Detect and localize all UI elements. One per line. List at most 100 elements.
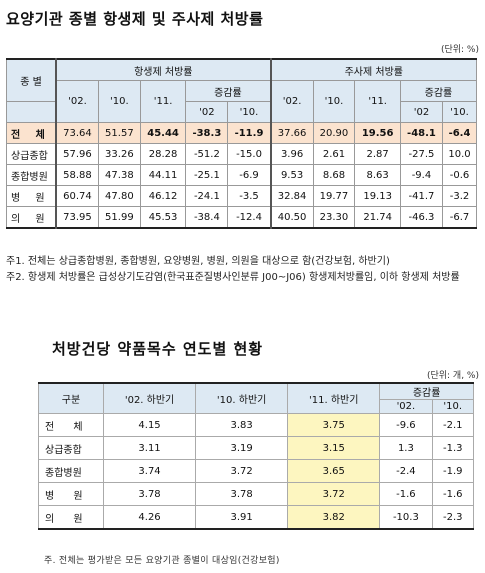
cell: 73.64 bbox=[55, 122, 99, 144]
column-header: '02. 하반기 bbox=[102, 382, 197, 414]
cell: 47.38 bbox=[97, 164, 141, 186]
cell: -24.1 bbox=[185, 185, 229, 207]
cell: 57.96 bbox=[55, 143, 99, 165]
cell: 40.50 bbox=[270, 206, 314, 229]
cell: 3.78 bbox=[195, 482, 289, 506]
column-header: '11. 하반기 bbox=[287, 382, 381, 414]
year-header: '02. bbox=[270, 80, 314, 123]
cell: -48.1 bbox=[399, 122, 444, 144]
cell: 19.13 bbox=[354, 185, 401, 207]
cell: 3.82 bbox=[287, 505, 381, 530]
cell: 3.15 bbox=[287, 436, 381, 460]
cell: -1.3 bbox=[431, 436, 474, 460]
cell: -12.4 bbox=[227, 206, 272, 229]
row-label: 종합병원 bbox=[6, 164, 57, 186]
cell: 2.61 bbox=[312, 143, 356, 165]
cell: 37.66 bbox=[270, 122, 314, 144]
cell: 58.88 bbox=[55, 164, 99, 186]
cell: -11.9 bbox=[227, 122, 272, 144]
cell: -6.7 bbox=[442, 206, 477, 229]
cell: 1.3 bbox=[379, 436, 433, 460]
year-header: '10. bbox=[312, 80, 356, 123]
cell: -25.1 bbox=[185, 164, 229, 186]
cell: -1.6 bbox=[431, 482, 474, 506]
cell: 45.44 bbox=[139, 122, 187, 144]
cell: -46.3 bbox=[399, 206, 444, 229]
cell: 51.99 bbox=[97, 206, 141, 229]
table-row: 종합병원 3.74 3.72 3.65 -2.4 -1.9 bbox=[38, 459, 474, 483]
table-row: 전 체 73.64 51.57 45.44 -38.3 -11.9 37.66 … bbox=[6, 122, 477, 144]
cell: 3.96 bbox=[270, 143, 314, 165]
row-label: 의 원 bbox=[38, 505, 104, 530]
prescription-rate-table: 종 별 항생제 처방률 주사제 처방률 '02. '10. '11. 증감률 '… bbox=[6, 58, 478, 229]
row-label: 전 체 bbox=[38, 413, 104, 437]
cell: 3.91 bbox=[195, 505, 289, 530]
cell: -2.1 bbox=[431, 413, 474, 437]
cell: -9.6 bbox=[379, 413, 433, 437]
cell: -6.4 bbox=[442, 122, 477, 144]
cell: -2.3 bbox=[431, 505, 474, 530]
cell: -9.4 bbox=[399, 164, 444, 186]
cell: 21.74 bbox=[354, 206, 401, 229]
cell: 23.30 bbox=[312, 206, 356, 229]
year-header: '02. bbox=[55, 80, 99, 123]
cell: -0.6 bbox=[442, 164, 477, 186]
row-header: 종 별 bbox=[6, 58, 57, 102]
cell: 4.26 bbox=[102, 505, 197, 530]
cell: -38.3 bbox=[185, 122, 229, 144]
section-title: 처방건당 약품목수 연도별 현황 bbox=[52, 340, 264, 358]
cell: 3.74 bbox=[102, 459, 197, 483]
cell: -27.5 bbox=[399, 143, 444, 165]
table-row: 의 원 73.95 51.99 45.53 -38.4 -12.4 40.50 … bbox=[6, 206, 477, 229]
cell: 20.90 bbox=[312, 122, 356, 144]
table-row: 전 체 4.15 3.83 3.75 -9.6 -2.1 bbox=[38, 413, 474, 437]
cell: 51.57 bbox=[97, 122, 141, 144]
cell: 9.53 bbox=[270, 164, 314, 186]
unit-label: (단위: %) bbox=[440, 45, 479, 55]
footnote: 주1. 전체는 상급종합병원, 종합병원, 요양병원, 병원, 의원을 대상으로… bbox=[6, 256, 390, 267]
row-label: 상급종합 bbox=[6, 143, 57, 165]
cell: 10.0 bbox=[442, 143, 477, 165]
row-label: 종합병원 bbox=[38, 459, 104, 483]
cell: -6.9 bbox=[227, 164, 272, 186]
table-row: 병 원 3.78 3.78 3.72 -1.6 -1.6 bbox=[38, 482, 474, 506]
cell: 8.63 bbox=[354, 164, 401, 186]
cell: -15.0 bbox=[227, 143, 272, 165]
table-row: 의 원 4.26 3.91 3.82 -10.3 -2.3 bbox=[38, 505, 474, 530]
cell: 3.65 bbox=[287, 459, 381, 483]
row-label: 의 원 bbox=[6, 206, 57, 229]
table-row: 상급종합 57.96 33.26 28.28 -51.2 -15.0 3.96 … bbox=[6, 143, 477, 165]
cell: 4.15 bbox=[102, 413, 197, 437]
cell: -1.9 bbox=[431, 459, 474, 483]
change-header: 증감률 bbox=[399, 80, 478, 102]
year-header: '10. bbox=[97, 80, 141, 123]
cell: 3.75 bbox=[287, 413, 381, 437]
row-header-spacer bbox=[6, 101, 57, 123]
row-label: 병 원 bbox=[38, 482, 104, 506]
unit-label: (단위: 개, %) bbox=[426, 371, 479, 381]
column-header: 구분 bbox=[38, 382, 104, 414]
cell: -10.3 bbox=[379, 505, 433, 530]
cell: -51.2 bbox=[185, 143, 229, 165]
change-sub-header: '02. bbox=[379, 399, 433, 414]
change-sub-header: '02 bbox=[185, 101, 229, 123]
cell: 47.80 bbox=[97, 185, 141, 207]
cell: 3.11 bbox=[102, 436, 197, 460]
cell: 32.84 bbox=[270, 185, 314, 207]
row-label: 전 체 bbox=[6, 122, 57, 144]
injection-header: 주사제 처방률 bbox=[270, 58, 477, 81]
change-header: 증감률 bbox=[185, 80, 272, 102]
drug-count-table: 구분 '02. 하반기 '10. 하반기 '11. 하반기 증감률 '02. '… bbox=[38, 382, 474, 530]
year-header: '11. bbox=[139, 80, 187, 123]
antibiotic-header: 항생제 처방률 bbox=[55, 58, 272, 81]
change-sub-header: '10. bbox=[227, 101, 272, 123]
table-row: 상급종합 3.11 3.19 3.15 1.3 -1.3 bbox=[38, 436, 474, 460]
cell: 44.11 bbox=[139, 164, 187, 186]
cell: 3.78 bbox=[102, 482, 197, 506]
cell: 19.56 bbox=[354, 122, 401, 144]
year-header: '11. bbox=[354, 80, 401, 123]
footnotes: 주1. 전체는 상급종합병원, 종합병원, 요양병원, 병원, 의원을 대상으로… bbox=[6, 255, 480, 287]
cell: 3.83 bbox=[195, 413, 289, 437]
cell: -41.7 bbox=[399, 185, 444, 207]
change-sub-header: '10. bbox=[442, 101, 477, 123]
